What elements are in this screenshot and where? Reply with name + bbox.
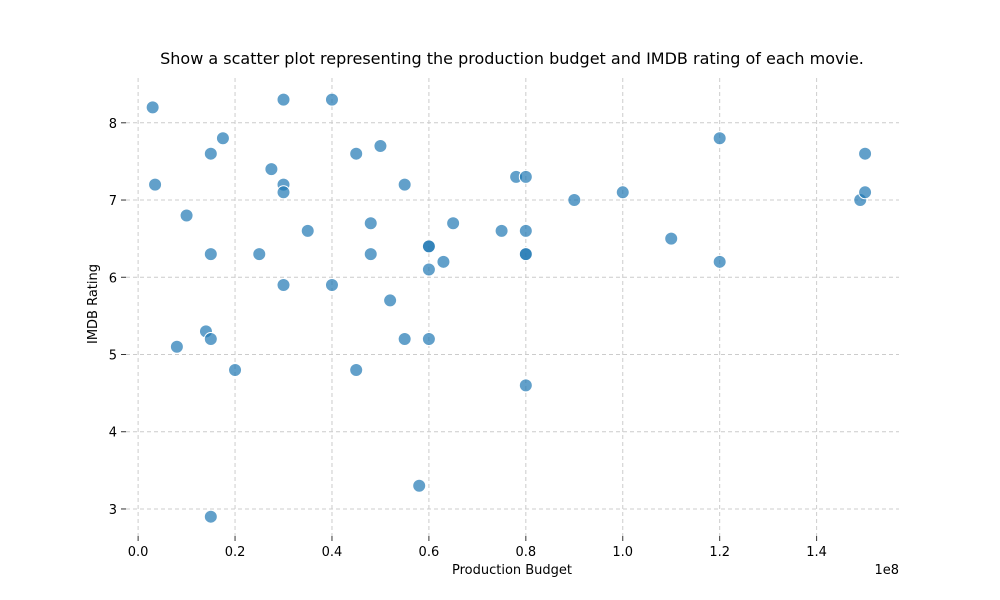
data-point (712, 131, 727, 146)
data-point (436, 254, 451, 269)
data-point (494, 223, 509, 238)
chart-title: Show a scatter plot representing the pro… (160, 49, 864, 68)
data-point (349, 362, 364, 377)
data-point (712, 254, 727, 269)
data-point (169, 339, 184, 354)
y-axis-label: IMDB Rating (86, 264, 101, 344)
data-point (203, 509, 218, 524)
data-point (518, 223, 533, 238)
data-point (412, 478, 427, 493)
data-point (276, 185, 291, 200)
data-point (203, 146, 218, 161)
data-point (228, 362, 243, 377)
data-point (518, 169, 533, 184)
data-point (148, 177, 163, 192)
x-tick-label: 1.4 (806, 545, 827, 560)
x-axis-label: Production Budget (452, 563, 572, 578)
y-tick-label: 6 (109, 271, 117, 286)
data-point (421, 262, 436, 277)
data-point (363, 216, 378, 231)
data-point (215, 131, 230, 146)
x-tick-label: 1.0 (612, 545, 633, 560)
x-tick-label: 0.2 (225, 545, 246, 560)
data-point (664, 231, 679, 246)
data-point (203, 247, 218, 262)
data-point (145, 100, 160, 115)
data-point (421, 239, 436, 254)
axis-ticks: 0.0 0.2 0.4 0.6 0.8 1.0 1.2 1.4 3 4 5 6 7 8 (109, 117, 827, 560)
data-point (518, 247, 533, 262)
data-point (324, 277, 339, 292)
data-point (373, 138, 388, 153)
data-point (446, 216, 461, 231)
data-point (264, 162, 279, 177)
data-point (349, 146, 364, 161)
data-point (252, 247, 267, 262)
x-tick-label: 0.0 (128, 545, 149, 560)
data-point (324, 92, 339, 107)
y-tick-label: 4 (109, 426, 117, 441)
data-point (518, 378, 533, 393)
data-point (397, 332, 412, 347)
data-point (383, 293, 398, 308)
data-point (858, 146, 873, 161)
x-tick-label: 0.6 (419, 545, 440, 560)
data-point (276, 277, 291, 292)
data-point (300, 223, 315, 238)
x-tick-label: 0.4 (322, 545, 343, 560)
data-point (179, 208, 194, 223)
y-tick-label: 8 (109, 117, 117, 132)
data-points (145, 92, 873, 524)
x-tick-label: 0.8 (515, 545, 536, 560)
data-point (421, 332, 436, 347)
y-tick-label: 5 (109, 348, 117, 363)
data-point (397, 177, 412, 192)
data-point (276, 92, 291, 107)
data-point (567, 193, 582, 208)
data-point (615, 185, 630, 200)
data-point (363, 247, 378, 262)
x-axis-offset-label: 1e8 (874, 563, 899, 578)
data-point (203, 332, 218, 347)
y-tick-label: 3 (109, 503, 117, 518)
x-tick-label: 1.2 (709, 545, 730, 560)
grid (126, 78, 899, 536)
data-point (858, 185, 873, 200)
y-tick-label: 7 (109, 194, 117, 209)
